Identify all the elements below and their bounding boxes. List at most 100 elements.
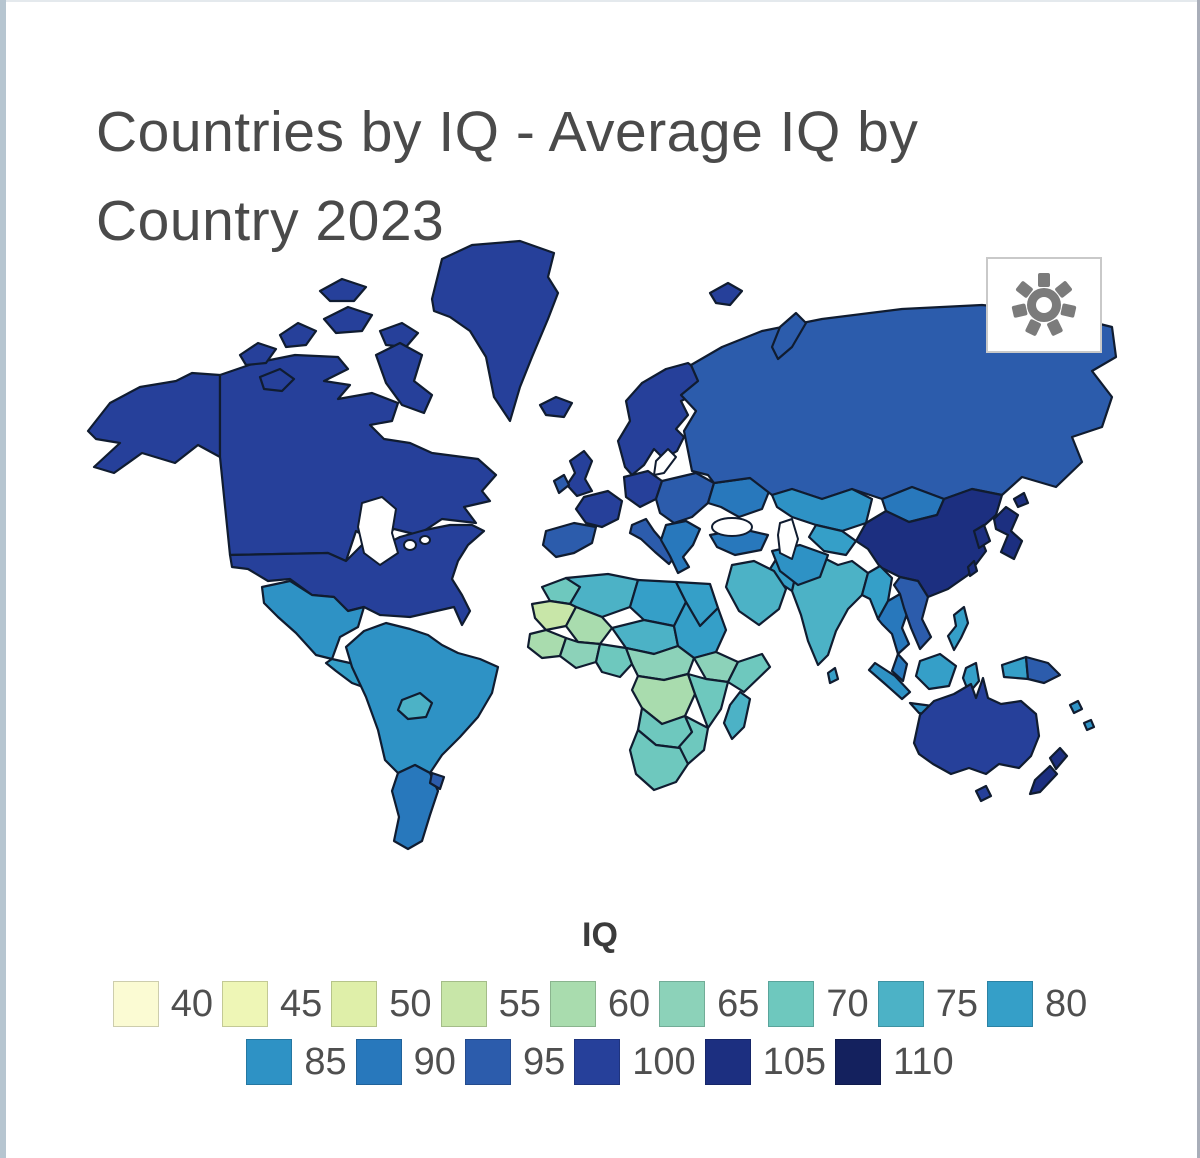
legend-swatch <box>464 1039 511 1085</box>
legend-row-2: 85 90 95 100 105 110 <box>0 1039 1200 1085</box>
gear-icon <box>1011 273 1077 336</box>
country-greenland[interactable] <box>430 239 560 423</box>
legend-item: 45 <box>222 981 322 1027</box>
legend-label: 80 <box>1044 982 1088 1025</box>
country-south-africa[interactable] <box>628 728 690 792</box>
country-uk[interactable] <box>565 449 594 498</box>
island-borneo[interactable] <box>914 652 958 691</box>
island-novaya-zemlya[interactable] <box>770 311 808 361</box>
country-australia[interactable] <box>912 676 1041 776</box>
region-iberia[interactable] <box>541 521 598 559</box>
legend-label: 60 <box>607 982 651 1025</box>
country-madagascar[interactable] <box>722 690 752 741</box>
region-west-africa[interactable] <box>558 636 602 670</box>
country-uruguay[interactable] <box>428 771 446 791</box>
legend-item: 90 <box>355 1039 456 1085</box>
legend-item: 70 <box>768 981 869 1027</box>
region-balkans[interactable] <box>659 519 702 575</box>
screen-edge-right <box>1197 0 1200 1158</box>
country-japan[interactable] <box>992 491 1030 561</box>
region-central-asia[interactable] <box>807 523 858 557</box>
country-ireland[interactable] <box>552 473 571 495</box>
legend-swatch <box>112 981 159 1027</box>
legend-label: 90 <box>413 1040 456 1083</box>
legend-swatch <box>877 981 924 1027</box>
legend-label: 105 <box>762 1040 827 1083</box>
region-scandinavia[interactable] <box>616 361 706 477</box>
country-india[interactable] <box>790 555 870 667</box>
legend-row-1: 40 45 50 55 60 65 70 75 80 <box>0 981 1200 1027</box>
legend-item: 95 <box>464 1039 566 1085</box>
pacific-islands[interactable] <box>1068 699 1096 732</box>
island-baffin[interactable] <box>374 341 434 415</box>
region-argentina-chile[interactable] <box>390 763 440 851</box>
legend-label: 100 <box>632 1040 696 1083</box>
legend-item: 65 <box>659 981 759 1027</box>
legend-swatch <box>222 981 269 1027</box>
legend-swatch <box>986 981 1033 1027</box>
legend-swatch <box>704 1039 751 1085</box>
country-sri-lanka[interactable] <box>826 666 840 685</box>
island-tasmania[interactable] <box>974 784 993 803</box>
legend-item: 40 <box>112 981 214 1027</box>
screen-edge-left <box>0 0 6 1158</box>
legend-swatch <box>549 981 596 1027</box>
region-vietnam-laos[interactable] <box>892 575 933 651</box>
legend-label: 40 <box>170 982 214 1025</box>
legend-swatch <box>768 981 815 1027</box>
region-arabian-peninsula[interactable] <box>724 559 788 627</box>
country-philippines[interactable] <box>946 605 970 652</box>
region-eastern-europe[interactable] <box>654 471 716 525</box>
country-papua-new-guinea[interactable] <box>1024 655 1062 685</box>
great-lake-1 <box>403 539 417 551</box>
country-iceland[interactable] <box>538 395 574 419</box>
caspian-sea <box>777 518 799 560</box>
legend-label: 65 <box>717 982 760 1025</box>
legend-swatch <box>659 981 706 1027</box>
region-new-guinea-west[interactable] <box>1000 655 1030 681</box>
region-east-africa[interactable] <box>686 672 730 730</box>
legend-swatch <box>246 1039 293 1085</box>
legend-item: 80 <box>986 981 1088 1027</box>
world-map-container <box>80 235 1120 905</box>
legend-label: 85 <box>304 1040 347 1083</box>
legend-item: 60 <box>549 981 651 1027</box>
legend-swatch <box>835 1039 882 1085</box>
legend-title: IQ <box>582 916 618 954</box>
legend-item: 100 <box>574 1039 696 1085</box>
country-taiwan[interactable] <box>966 559 979 578</box>
legend-swatch <box>574 1039 621 1085</box>
great-lake-2 <box>419 535 431 545</box>
country-somalia[interactable] <box>726 652 772 694</box>
legend-label: 95 <box>522 1040 566 1083</box>
settings-button[interactable] <box>986 257 1102 353</box>
island-svalbard[interactable] <box>708 281 744 307</box>
legend-label: 70 <box>826 982 869 1025</box>
country-france[interactable] <box>574 489 624 529</box>
legend-swatch <box>440 981 487 1027</box>
hudson-bay <box>357 496 399 566</box>
country-korea[interactable] <box>972 523 992 550</box>
baltic-sea <box>653 448 677 476</box>
country-mexico[interactable] <box>260 579 366 661</box>
legend-swatch <box>355 1039 402 1085</box>
legend-label: 50 <box>389 982 432 1025</box>
country-canada[interactable] <box>218 353 498 563</box>
arctic-islands[interactable] <box>238 277 420 393</box>
world-map[interactable] <box>80 235 1120 905</box>
legend-label: 55 <box>498 982 541 1025</box>
legend-item: 110 <box>835 1039 954 1085</box>
screen-edge-top <box>6 0 1197 2</box>
country-new-zealand[interactable] <box>1028 746 1069 796</box>
black-sea <box>711 517 753 537</box>
page-title: Countries by IQ - Average IQ by Country … <box>96 100 919 253</box>
legend-item: 105 <box>704 1039 827 1085</box>
legend-item: 55 <box>440 981 541 1027</box>
legend-label: 110 <box>893 1040 954 1083</box>
country-malaysia[interactable] <box>890 652 909 683</box>
country-bolivia[interactable] <box>396 691 434 721</box>
legend-item: 50 <box>331 981 432 1027</box>
legend-label: 75 <box>935 982 978 1025</box>
country-alaska[interactable] <box>86 371 222 475</box>
